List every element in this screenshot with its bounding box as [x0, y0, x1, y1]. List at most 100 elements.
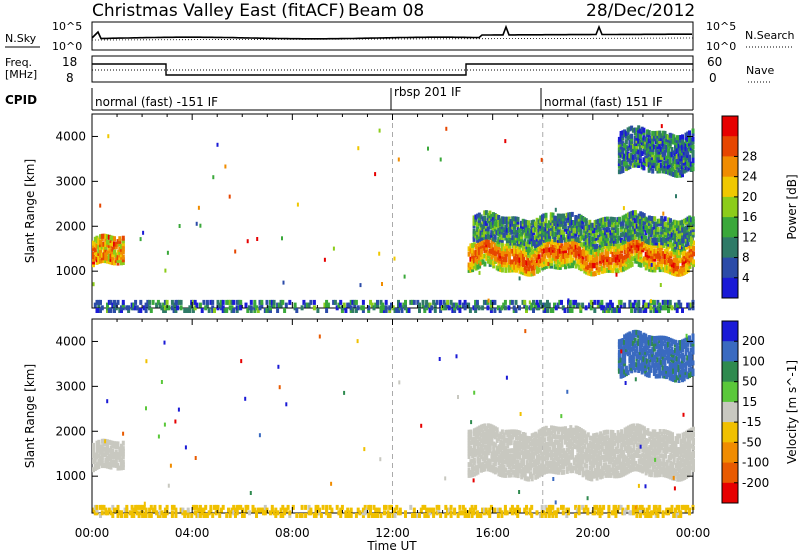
echo-cell	[492, 449, 496, 455]
echo-cell	[476, 431, 480, 437]
echo-cell	[599, 245, 603, 251]
echo-cell	[502, 227, 506, 233]
echo-cell	[504, 265, 508, 271]
echo-cell	[564, 431, 567, 437]
echo-cell	[109, 461, 113, 467]
echo-cell	[532, 470, 536, 476]
echo-cell	[472, 466, 476, 472]
echo-cell	[639, 249, 643, 255]
echo-cell	[692, 259, 695, 265]
echo-cell	[118, 249, 122, 255]
echo-cell	[116, 239, 120, 245]
echo-cell	[579, 241, 583, 247]
echo-cell	[351, 299, 355, 305]
echo-cell	[551, 228, 555, 234]
echo-cell	[642, 242, 646, 248]
echo-cell	[640, 358, 644, 364]
echo-cell	[664, 467, 667, 473]
echo-cell	[99, 444, 102, 450]
echo-cell	[546, 447, 550, 452]
echo-cell	[667, 142, 670, 148]
echo-cell	[537, 230, 541, 236]
echo-cell	[574, 236, 578, 242]
echo-cell	[578, 448, 582, 454]
echo-cell	[674, 271, 678, 277]
echo-cell	[562, 213, 565, 219]
echo-cell	[581, 218, 585, 224]
echo-cell	[623, 432, 627, 438]
echo-cell	[530, 239, 534, 244]
echo-cell	[630, 139, 634, 145]
echo-cell	[665, 235, 669, 241]
echo-cell	[667, 438, 671, 444]
echo-cell	[586, 265, 590, 270]
echo-cell	[626, 343, 630, 349]
echo-cell	[637, 245, 641, 251]
echo-cell	[689, 148, 693, 154]
echo-cell	[597, 450, 601, 456]
echo-cell	[479, 222, 483, 228]
echo-cell	[536, 266, 539, 272]
echo-cell	[595, 459, 599, 465]
echo-cell	[478, 244, 482, 250]
echo-cell	[558, 437, 562, 443]
echo-cell	[577, 232, 581, 238]
echo-cell	[670, 138, 674, 144]
echo-cell	[649, 439, 653, 445]
echo-cell	[656, 256, 660, 262]
echo-cell	[635, 431, 639, 437]
echo-cell	[669, 223, 672, 229]
echo-cell	[665, 166, 669, 172]
echo-cell	[642, 141, 646, 147]
echo-cell	[557, 445, 560, 451]
echo-cell	[681, 270, 685, 276]
echo-cell	[624, 155, 628, 161]
echo-cell	[425, 302, 429, 308]
echo-cell	[659, 157, 663, 163]
echo-cell	[688, 255, 692, 261]
echo-cell	[688, 135, 691, 141]
echo-cell	[630, 221, 634, 227]
echo-cell	[146, 299, 150, 305]
echo-cell	[534, 234, 537, 240]
scatter-cell	[547, 262, 550, 266]
echo-cell	[607, 472, 611, 478]
echo-cell	[536, 465, 539, 471]
echo-cell	[567, 438, 571, 444]
echo-cell	[490, 249, 494, 255]
echo-cell	[630, 453, 634, 459]
echo-cell	[107, 308, 111, 313]
echo-cell	[623, 217, 627, 223]
echo-cell	[590, 260, 594, 266]
echo-cell	[553, 455, 557, 461]
echo-cell	[678, 258, 681, 264]
echo-cell	[635, 332, 639, 338]
echo-cell	[609, 429, 613, 435]
echo-cell	[623, 427, 627, 433]
echo-cell	[630, 240, 634, 246]
echo-cell	[614, 465, 618, 471]
echo-cell	[686, 448, 690, 454]
echo-cell	[523, 470, 527, 476]
echo-cell	[497, 266, 501, 272]
echo-cell	[632, 210, 636, 216]
echo-cell	[609, 451, 613, 457]
echo-cell	[483, 455, 487, 461]
echo-cell	[688, 253, 692, 259]
echo-cell	[486, 212, 490, 218]
echo-cell	[536, 255, 539, 261]
echo-cell	[683, 237, 686, 243]
echo-cell	[679, 473, 683, 479]
echo-cell	[525, 308, 528, 313]
echo-cell	[647, 218, 651, 224]
echo-cell	[588, 225, 592, 231]
echo-cell	[551, 220, 555, 226]
echo-cell	[613, 265, 617, 271]
echo-cell	[497, 217, 501, 223]
echo-cell	[523, 299, 527, 305]
echo-cell	[558, 264, 562, 270]
echo-cell	[637, 445, 641, 451]
echo-cell	[623, 345, 627, 351]
echo-cell	[244, 302, 248, 308]
echo-cell	[393, 308, 397, 313]
